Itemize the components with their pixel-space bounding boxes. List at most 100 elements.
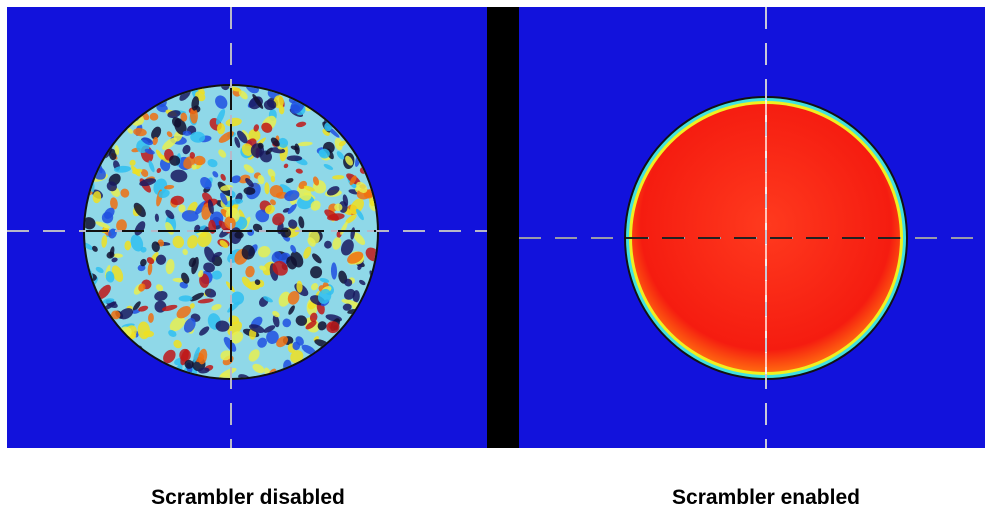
speckle <box>198 348 208 365</box>
speckle <box>334 137 343 151</box>
speckle <box>359 279 366 286</box>
speckle <box>347 251 364 264</box>
speckle <box>162 137 178 150</box>
speckle <box>295 168 303 174</box>
speckle <box>284 190 300 202</box>
speckle <box>309 312 318 323</box>
speckle <box>253 124 259 132</box>
speckle <box>243 187 256 195</box>
speckle <box>249 324 265 333</box>
speckle <box>95 221 111 229</box>
speckle <box>263 99 277 111</box>
speckle <box>230 291 245 305</box>
speckle <box>283 163 289 169</box>
speckle <box>290 350 304 364</box>
speckle <box>219 240 229 249</box>
speckle <box>350 198 364 215</box>
caption-right: Scrambler enabled <box>672 486 860 509</box>
speckle <box>290 104 301 112</box>
speckle <box>191 256 199 275</box>
speckle <box>258 245 271 258</box>
speckle <box>272 314 280 328</box>
speckle <box>345 155 353 166</box>
speckle <box>305 320 317 330</box>
speckle <box>277 137 289 148</box>
speckle <box>353 232 366 245</box>
speckle <box>137 321 151 340</box>
speckle <box>211 304 222 311</box>
speckle <box>132 301 141 311</box>
speckle <box>111 310 121 320</box>
speckle <box>312 176 320 186</box>
speckle <box>342 303 352 311</box>
speckle <box>349 175 357 186</box>
speckle <box>103 301 117 310</box>
speckle <box>156 168 162 173</box>
speckle <box>154 290 168 302</box>
speckle <box>127 128 133 134</box>
speckle <box>292 341 301 351</box>
speckle <box>169 155 181 166</box>
speckle <box>296 280 303 293</box>
speckle <box>102 298 115 304</box>
speckle <box>264 182 270 195</box>
speckle <box>220 173 226 181</box>
speckle <box>164 184 175 190</box>
speckle <box>303 246 312 259</box>
speckle <box>345 214 357 224</box>
speckle <box>155 284 164 292</box>
caption-left: Scrambler disabled <box>151 486 345 509</box>
speckle <box>224 216 236 230</box>
speckle <box>120 188 130 198</box>
speckle <box>285 178 294 184</box>
speckle <box>193 347 200 363</box>
speckle <box>272 213 285 226</box>
speckle <box>332 175 345 180</box>
speckle <box>288 219 298 229</box>
speckle <box>169 316 186 332</box>
speckle <box>106 181 118 192</box>
speckle <box>317 288 332 304</box>
speckle <box>207 159 218 168</box>
speckle <box>278 291 291 307</box>
speckle <box>248 129 261 142</box>
speckle <box>101 235 108 248</box>
speckle <box>270 137 280 147</box>
speckle <box>255 209 270 223</box>
speckle <box>172 235 185 249</box>
speckle-pattern <box>85 86 377 378</box>
speckle <box>178 204 186 213</box>
speckle <box>197 231 212 248</box>
speckle <box>138 283 146 292</box>
speckle <box>178 295 193 302</box>
speckle <box>301 344 316 355</box>
speckle <box>190 131 206 143</box>
speckle <box>266 330 279 344</box>
speckle <box>311 283 319 291</box>
speckle <box>163 349 176 364</box>
speckle <box>129 159 136 166</box>
speckle <box>197 298 214 304</box>
speckle <box>334 203 343 212</box>
speckle <box>97 284 111 300</box>
speckle <box>131 309 141 314</box>
speckle <box>215 320 230 332</box>
speckle <box>173 339 182 349</box>
speckle <box>113 165 131 173</box>
speckle <box>254 279 261 285</box>
speckle <box>187 235 198 249</box>
speckle <box>330 262 338 280</box>
speckle <box>124 240 132 251</box>
speckle <box>257 142 264 149</box>
speckle <box>288 305 295 315</box>
speckle <box>220 367 237 377</box>
speckle <box>200 177 212 190</box>
speckle <box>229 86 241 92</box>
speckle <box>151 241 160 253</box>
speckle <box>220 192 228 205</box>
speckle <box>307 237 316 247</box>
speckle <box>286 256 297 270</box>
speckle <box>165 259 175 275</box>
speckle <box>92 245 98 252</box>
